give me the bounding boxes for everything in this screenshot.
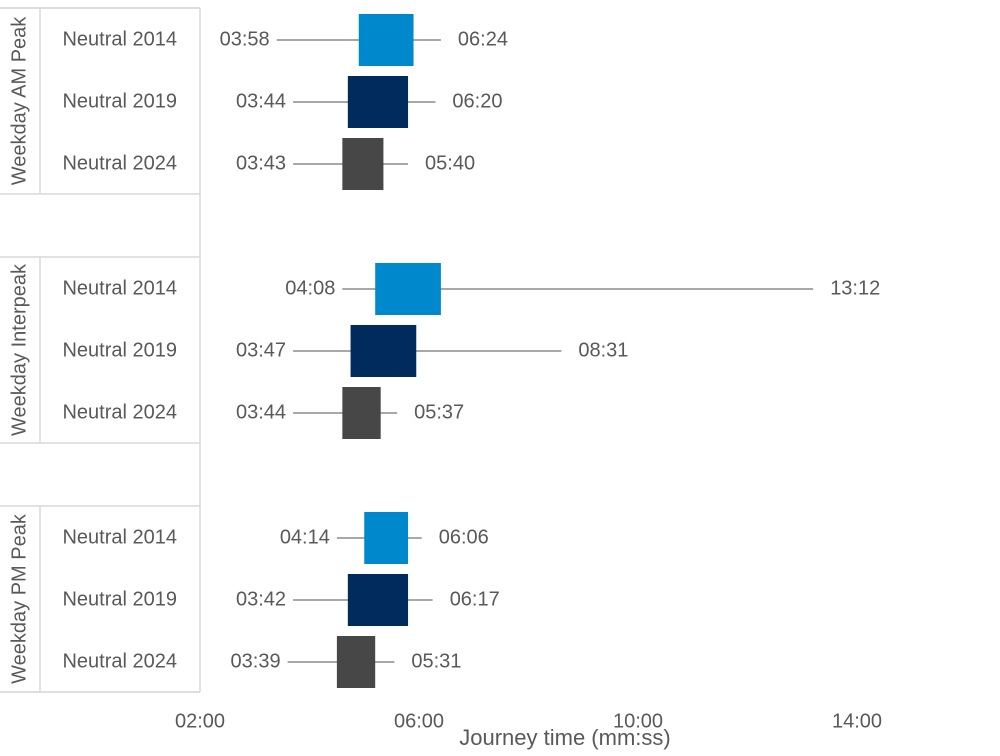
min-data-label: 03:44 bbox=[236, 90, 286, 112]
max-data-label: 08:31 bbox=[578, 339, 628, 361]
min-data-label: 04:14 bbox=[280, 526, 330, 548]
max-data-label: 05:31 bbox=[411, 650, 461, 672]
min-data-label: 03:39 bbox=[231, 650, 281, 672]
min-data-label: 03:58 bbox=[220, 28, 270, 50]
min-data-label: 03:43 bbox=[236, 152, 286, 174]
max-data-label: 06:06 bbox=[439, 526, 489, 548]
box bbox=[347, 574, 409, 626]
series-label: Neutral 2024 bbox=[62, 650, 177, 672]
box bbox=[342, 138, 384, 190]
x-tick-label: 10:00 bbox=[613, 710, 663, 732]
min-data-label: 03:42 bbox=[236, 588, 286, 610]
group-label: Weekday AM Peak bbox=[8, 16, 30, 186]
series-label: Neutral 2024 bbox=[62, 152, 177, 174]
plot-area: 03:58 06:24 03:44 06:20 03:43 05:40 04:08 13:12… bbox=[220, 14, 880, 688]
series-label: Neutral 2019 bbox=[62, 90, 177, 112]
x-tick-label: 14:00 bbox=[832, 710, 882, 732]
box bbox=[350, 325, 417, 377]
box bbox=[364, 512, 409, 564]
series-label: Neutral 2024 bbox=[62, 401, 177, 423]
series-label: Neutral 2014 bbox=[62, 277, 177, 299]
series-label: Neutral 2014 bbox=[62, 28, 177, 50]
max-data-label: 06:24 bbox=[458, 28, 508, 50]
min-data-label: 03:44 bbox=[236, 401, 286, 423]
x-axis: 02:00 06:00 10:00 14:00 bbox=[175, 710, 882, 732]
max-data-label: 06:20 bbox=[452, 90, 502, 112]
category-frame: Weekday AM Peak Neutral 2014 Neutral 2019 N… bbox=[0, 7, 201, 693]
group-label: Weekday Interpeak bbox=[8, 263, 30, 436]
box bbox=[358, 14, 414, 66]
max-data-label: 06:17 bbox=[450, 588, 500, 610]
x-tick-label: 02:00 bbox=[175, 710, 225, 732]
box bbox=[375, 263, 441, 315]
series-label: Neutral 2014 bbox=[62, 526, 177, 548]
series-label: Neutral 2019 bbox=[62, 339, 177, 361]
x-tick-label: 06:00 bbox=[394, 710, 444, 732]
group-label: Weekday PM Peak bbox=[8, 513, 30, 684]
max-data-label: 13:12 bbox=[830, 277, 880, 299]
box bbox=[342, 387, 381, 439]
x-axis-title: Journey time (mm:ss) bbox=[459, 725, 670, 750]
min-data-label: 03:47 bbox=[236, 339, 286, 361]
min-data-label: 04:08 bbox=[285, 277, 335, 299]
box bbox=[336, 636, 376, 688]
max-data-label: 05:37 bbox=[414, 401, 464, 423]
series-label: Neutral 2019 bbox=[62, 588, 177, 610]
max-data-label: 05:40 bbox=[425, 152, 475, 174]
box bbox=[347, 76, 409, 128]
